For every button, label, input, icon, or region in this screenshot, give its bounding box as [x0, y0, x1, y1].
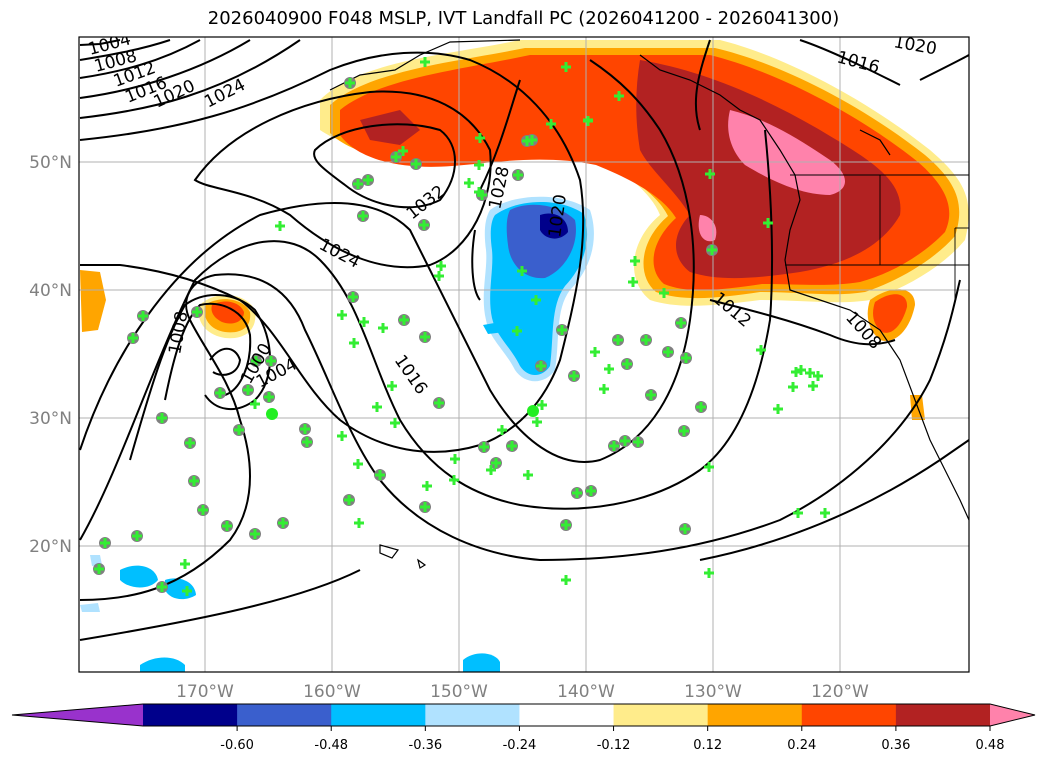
- lon-label: 120°W: [811, 682, 869, 702]
- cyclone-center-marker: [527, 405, 539, 417]
- lon-label: 150°W: [430, 682, 488, 702]
- coastlines: [329, 39, 969, 569]
- colorbar-segment: [519, 704, 615, 726]
- colorbar-segment: [331, 704, 426, 726]
- colorbar-tick-label: 0.36: [881, 738, 910, 753]
- lat-label: 20°N: [29, 537, 72, 557]
- ivt-positive-field: [80, 40, 969, 420]
- lat-label: 30°N: [29, 409, 72, 429]
- colorbar-segment: [425, 704, 520, 726]
- colorbar-segment: [801, 704, 897, 726]
- lat-label: 40°N: [29, 281, 72, 301]
- colorbar-tick-label: -0.48: [314, 738, 348, 753]
- colorbar-outline: [11, 703, 1036, 727]
- colorbar-tick-label: 0.24: [787, 738, 816, 753]
- lon-label: 130°W: [684, 682, 742, 702]
- colorbar-extend-min: [12, 704, 143, 726]
- colorbar: -0.60 -0.48 -0.36 -0.24 -0.12 0.12 0.24 0.36 0.4…: [11, 703, 1036, 753]
- longitude-labels: 170°W 160°W 150°W 140°W 130°W 120°W: [176, 682, 869, 702]
- colorbar-segment: [237, 704, 332, 726]
- colorbar-tick-label: -0.24: [503, 738, 537, 753]
- isobars: [79, 39, 969, 641]
- map-border: [78, 36, 970, 673]
- colorbar-tick-label: -0.12: [597, 738, 631, 753]
- latitude-labels: 50°N 40°N 30°N 20°N: [29, 153, 72, 557]
- colorbar-tick-label: -0.36: [409, 738, 443, 753]
- colorbar-tick-label: 0.48: [976, 738, 1005, 753]
- colorbar-tick-label: -0.60: [220, 738, 254, 753]
- map-title: 2026040900 F048 MSLP, IVT Landfall PC (2…: [207, 8, 840, 29]
- isobar-label: 1020: [892, 32, 938, 59]
- colorbar-tick-label: 0.12: [693, 738, 722, 753]
- lat-label: 50°N: [29, 153, 72, 173]
- state-borders: [785, 174, 969, 300]
- landfall-markers: [93, 57, 830, 596]
- colorbar-segment: [613, 704, 709, 726]
- lon-label: 140°W: [557, 682, 615, 702]
- colorbar-segment: [895, 704, 991, 726]
- lon-label: 160°W: [303, 682, 361, 702]
- graticule: [79, 37, 969, 672]
- colorbar-segment: [707, 704, 803, 726]
- lon-label: 170°W: [176, 682, 234, 702]
- colorbar-segment: [143, 704, 238, 726]
- low-center-marker: [266, 408, 278, 420]
- colorbar-extend-max: [990, 704, 1035, 726]
